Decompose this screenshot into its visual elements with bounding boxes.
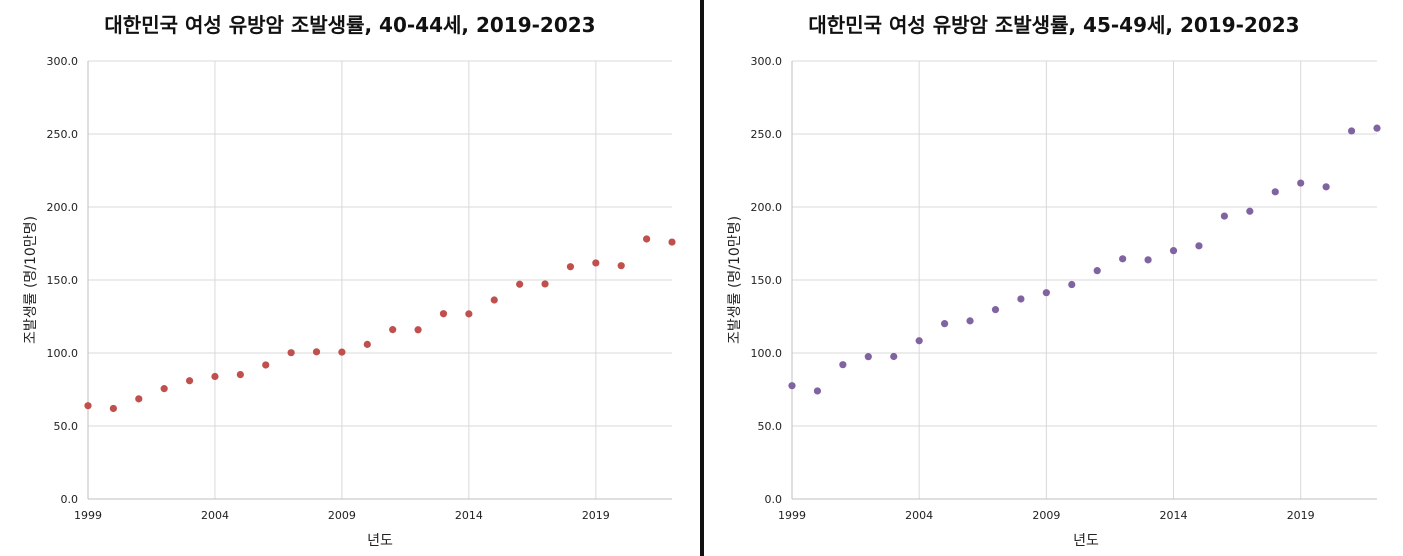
data-point — [312, 348, 321, 356]
x-axis-title: 년도 — [1073, 533, 1099, 549]
chart-title: 대한민국 여성 유방암 조발생률, 45-49세, 2019-2023 — [808, 13, 1299, 37]
y-tick-label: 150.0 — [47, 274, 79, 287]
x-tick-label: 2014 — [455, 509, 483, 522]
data-point — [1271, 188, 1279, 196]
scatter-chart-45-49: 대한민국 여성 유방암 조발생률, 45-49세, 2019-2023 0.0 5… — [727, 13, 1381, 549]
data-point — [262, 361, 270, 369]
data-point — [966, 317, 974, 325]
x-tick-label: 2004 — [201, 509, 229, 522]
data-point — [1297, 179, 1305, 187]
data-point — [84, 402, 92, 410]
data-point — [941, 320, 949, 328]
data-point — [839, 361, 847, 369]
chart-panel-left: 대한민국 여성 유방암 조발생률, 40-44세, 2019-2023 0.0 5… — [0, 0, 700, 556]
data-point — [490, 296, 498, 304]
data-point — [160, 385, 168, 393]
data-point — [890, 352, 898, 361]
data-point — [1042, 289, 1050, 297]
data-point — [1068, 280, 1076, 289]
data-point — [1373, 124, 1381, 132]
y-tick-label: 150.0 — [751, 274, 783, 287]
data-point — [1119, 255, 1127, 263]
x-tick-label: 2014 — [1160, 509, 1188, 522]
x-tick-label: 2009 — [328, 509, 356, 522]
x-tick-label: 2009 — [1032, 509, 1060, 522]
gridlines — [791, 60, 1377, 500]
data-point — [643, 235, 651, 243]
x-tick-label: 2019 — [582, 509, 610, 522]
y-tick-label: 200.0 — [47, 201, 79, 214]
x-axis-title: 년도 — [367, 533, 393, 549]
y-tick-label: 250.0 — [751, 128, 783, 141]
data-point — [185, 377, 194, 385]
y-tick-label: 200.0 — [751, 201, 783, 214]
y-tick-label: 100.0 — [751, 347, 783, 360]
x-tick-label: 2004 — [905, 509, 933, 522]
data-points — [84, 235, 676, 413]
axes: 0.0 50.0 100.0 150.0 200.0 250.0 300.0 1999 2004… — [47, 55, 672, 522]
y-tick-label: 300.0 — [47, 55, 79, 68]
data-point — [1246, 207, 1254, 215]
data-point — [991, 306, 1000, 314]
chart-panel-right: 대한민국 여성 유방암 조발생률, 45-49세, 2019-2023 0.0 5… — [704, 0, 1403, 556]
data-point — [109, 404, 117, 413]
data-point — [414, 326, 422, 334]
data-point — [389, 326, 397, 334]
data-point — [541, 280, 549, 288]
y-tick-label: 250.0 — [47, 128, 79, 141]
data-point — [788, 382, 796, 390]
data-point — [617, 262, 625, 270]
data-point — [338, 348, 346, 356]
data-point — [465, 310, 473, 318]
x-tick-label: 2019 — [1287, 509, 1315, 522]
data-point — [864, 353, 872, 361]
y-tick-label: 50.0 — [54, 420, 79, 433]
data-point — [439, 310, 448, 318]
y-tick-label: 0.0 — [61, 493, 79, 506]
y-tick-label: 0.0 — [765, 493, 783, 506]
data-point — [1144, 256, 1152, 264]
data-point — [516, 280, 524, 288]
data-point — [287, 349, 295, 357]
data-point — [1220, 212, 1228, 220]
data-point — [1169, 247, 1178, 255]
x-tick-label: 1999 — [74, 509, 102, 522]
data-point — [566, 263, 575, 271]
data-point — [236, 371, 244, 379]
data-point — [1093, 267, 1101, 275]
data-point — [1347, 127, 1356, 135]
data-point — [592, 259, 600, 267]
data-point — [1195, 242, 1203, 250]
data-point — [135, 395, 143, 403]
data-point — [363, 340, 371, 348]
axes: 0.0 50.0 100.0 150.0 200.0 250.0 300.0 1999 2004… — [751, 55, 1377, 522]
data-point — [668, 238, 676, 246]
data-point — [915, 337, 923, 345]
y-axis-title: 조발생률 (명/10만명) — [727, 216, 743, 344]
data-point — [813, 387, 822, 395]
data-point — [1017, 295, 1025, 303]
scatter-chart-40-44: 대한민국 여성 유방암 조발생률, 40-44세, 2019-2023 0.0 5… — [23, 13, 676, 549]
y-tick-label: 100.0 — [47, 347, 79, 360]
data-point — [1322, 183, 1330, 191]
y-tick-label: 300.0 — [751, 55, 783, 68]
y-tick-label: 50.0 — [758, 420, 783, 433]
chart-title: 대한민국 여성 유방암 조발생률, 40-44세, 2019-2023 — [104, 13, 595, 37]
y-axis-title: 조발생률 (명/10만명) — [23, 216, 39, 344]
gridlines — [87, 60, 672, 500]
data-points — [788, 124, 1381, 395]
data-point — [211, 372, 219, 381]
panel-divider — [700, 0, 704, 556]
x-tick-label: 1999 — [778, 509, 806, 522]
